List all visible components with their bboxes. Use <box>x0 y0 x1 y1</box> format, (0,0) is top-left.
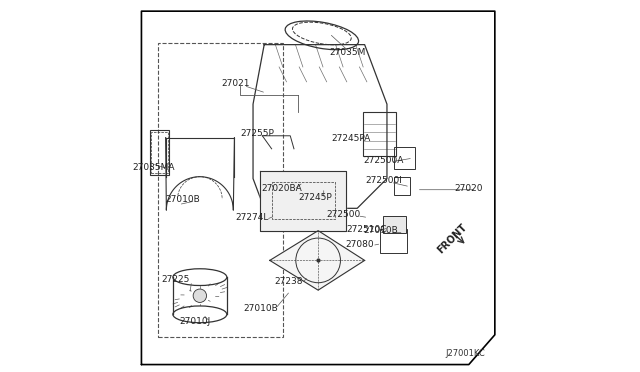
Bar <box>150 130 170 175</box>
Bar <box>380 229 408 253</box>
Text: J27001KC: J27001KC <box>446 349 486 358</box>
Text: 272510C: 272510C <box>346 225 387 234</box>
Text: 27010B: 27010B <box>165 195 200 203</box>
Text: 27245PA: 27245PA <box>332 134 371 143</box>
Text: 272500: 272500 <box>326 210 360 219</box>
Bar <box>363 112 396 156</box>
Text: 272500I: 272500I <box>365 176 403 185</box>
Text: 27020: 27020 <box>454 184 483 193</box>
Text: FRONT: FRONT <box>435 222 468 256</box>
Text: 27255P: 27255P <box>241 129 275 138</box>
Circle shape <box>193 289 207 302</box>
Text: 27010J: 27010J <box>179 317 211 326</box>
Text: 27238: 27238 <box>274 278 303 286</box>
Bar <box>394 147 415 169</box>
Bar <box>394 177 410 195</box>
Bar <box>158 43 283 337</box>
Text: 27080: 27080 <box>345 240 374 248</box>
Text: 272500A: 272500A <box>364 156 404 165</box>
Text: 27035M: 27035M <box>330 48 366 57</box>
Polygon shape <box>260 171 346 231</box>
Text: 27225: 27225 <box>161 275 190 283</box>
Bar <box>152 132 168 173</box>
Bar <box>383 216 406 232</box>
Polygon shape <box>270 231 365 290</box>
Text: 27245P: 27245P <box>298 193 332 202</box>
Text: 27010B: 27010B <box>363 226 397 235</box>
Text: 27010B: 27010B <box>244 304 278 312</box>
Text: 27035MA: 27035MA <box>132 163 175 172</box>
Text: 27020BA: 27020BA <box>262 184 303 193</box>
Text: 27021: 27021 <box>221 79 250 88</box>
Text: 27274L: 27274L <box>235 214 268 222</box>
